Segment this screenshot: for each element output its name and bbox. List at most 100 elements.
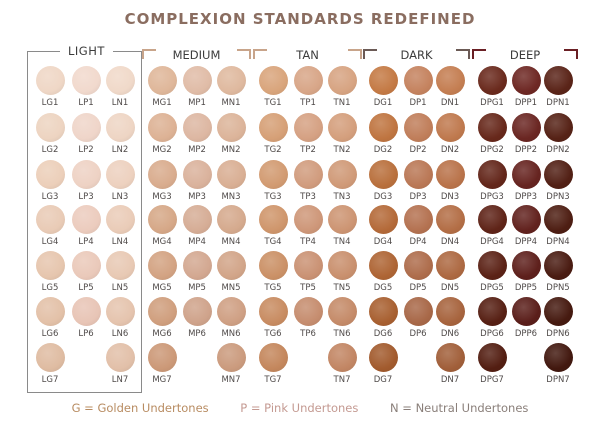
- swatch-mp2: [182, 112, 212, 142]
- swatch-tg4: [258, 204, 288, 234]
- swatch-dpg5: [477, 250, 507, 280]
- swatch-code-lp1: LP1: [78, 97, 94, 108]
- swatch-code-ln2: LN2: [111, 144, 129, 155]
- swatch-mp6: [182, 296, 212, 326]
- swatch-lg1: [35, 65, 65, 95]
- swatch-dpg4: [477, 204, 507, 234]
- swatch-code-tp1: TP1: [300, 97, 316, 108]
- swatch-code-dpg1: DPG1: [480, 97, 504, 108]
- family-label-dark: DARK: [396, 48, 437, 62]
- swatch-lg2: [35, 112, 65, 142]
- family-header-tan: TAN: [253, 44, 362, 64]
- swatch-mp3: [182, 159, 212, 189]
- swatch-dn5: [435, 250, 465, 280]
- swatch-code-mg5: MG5: [152, 282, 172, 293]
- swatch-dpg7: [477, 342, 507, 372]
- swatch-lp3: [71, 159, 101, 189]
- swatch-dpn2: [543, 112, 573, 142]
- swatch-tg6: [258, 296, 288, 326]
- swatch-code-lg2: LG2: [41, 144, 59, 155]
- swatch-code-tg4: TG4: [264, 236, 282, 247]
- swatch-code-dpp3: DPP3: [514, 191, 538, 202]
- swatch-code-dpg6: DPG6: [480, 328, 504, 339]
- swatch-code-tn6: TN6: [333, 328, 351, 339]
- swatch-code-dp6: DP6: [409, 328, 427, 339]
- swatch-code-dpn2: DPN2: [546, 144, 570, 155]
- swatch-dp6: [403, 296, 433, 326]
- swatch-ln6: [105, 296, 135, 326]
- swatch-lg7: [35, 342, 65, 372]
- swatch-code-mg4: MG4: [152, 236, 172, 247]
- swatch-mn3: [216, 159, 246, 189]
- swatch-code-tg1: TG1: [264, 97, 282, 108]
- swatch-lp6: [71, 296, 101, 326]
- swatch-code-dpp1: DPP1: [514, 97, 538, 108]
- swatch-tp2: [293, 112, 323, 142]
- swatch-dpp2: [511, 112, 541, 142]
- swatch-code-dpg7: DPG7: [480, 374, 504, 385]
- swatch-code-ln5: LN5: [111, 282, 129, 293]
- swatch-code-lp6: LP6: [78, 328, 94, 339]
- swatch-dpp6: [511, 296, 541, 326]
- swatch-code-mn6: MN6: [221, 328, 241, 339]
- swatch-code-dp3: DP3: [409, 191, 427, 202]
- swatch-code-dn7: DN7: [440, 374, 460, 385]
- bracket-left: [363, 49, 377, 59]
- swatch-code-dpp6: DPP6: [514, 328, 538, 339]
- swatch-code-lg7: LG7: [41, 374, 59, 385]
- bracket-right: [564, 49, 578, 59]
- swatch-code-dpn6: DPN6: [546, 328, 570, 339]
- swatch-dpp5: [511, 250, 541, 280]
- swatch-ln5: [105, 250, 135, 280]
- swatch-lp1: [71, 65, 101, 95]
- swatch-lg5: [35, 250, 65, 280]
- swatch-code-dg5: DG5: [373, 282, 393, 293]
- swatch-dpg6: [477, 296, 507, 326]
- swatch-mn7: [216, 342, 246, 372]
- swatch-code-dn6: DN6: [440, 328, 460, 339]
- swatch-code-tn3: TN3: [333, 191, 351, 202]
- family-header-dark: DARK: [363, 44, 470, 64]
- swatch-tn1: [327, 65, 357, 95]
- swatch-code-tg5: TG5: [264, 282, 282, 293]
- swatch-tg3: [258, 159, 288, 189]
- swatch-tn3: [327, 159, 357, 189]
- swatch-dn3: [435, 159, 465, 189]
- swatch-dg4: [368, 204, 398, 234]
- swatch-code-tp4: TP4: [300, 236, 316, 247]
- swatch-code-dn5: DN5: [440, 282, 460, 293]
- swatch-code-dpn4: DPN4: [546, 236, 570, 247]
- undertone-legend: G = Golden Undertones P = Pink Undertone…: [0, 401, 600, 415]
- swatch-code-dg1: DG1: [373, 97, 393, 108]
- swatch-code-mn2: MN2: [221, 144, 241, 155]
- swatch-mp1: [182, 65, 212, 95]
- swatch-code-mp2: MP2: [188, 144, 206, 155]
- swatch-code-dpp2: DPP2: [514, 144, 538, 155]
- swatch-code-ln1: LN1: [111, 97, 129, 108]
- swatch-code-mg2: MG2: [152, 144, 172, 155]
- swatch-code-dg3: DG3: [373, 191, 393, 202]
- swatch-code-mg3: MG3: [152, 191, 172, 202]
- swatch-code-dn1: DN1: [440, 97, 460, 108]
- swatch-dp4: [403, 204, 433, 234]
- swatch-code-tp5: TP5: [300, 282, 316, 293]
- swatch-code-tn1: TN1: [333, 97, 351, 108]
- bracket-left: [253, 49, 267, 59]
- swatch-code-mg7: MG7: [152, 374, 172, 385]
- swatch-code-dpg5: DPG5: [480, 282, 504, 293]
- swatch-code-mp6: MP6: [188, 328, 206, 339]
- swatch-code-mg1: MG1: [152, 97, 172, 108]
- bracket-left: [472, 49, 486, 59]
- swatch-code-mp1: MP1: [188, 97, 206, 108]
- bracket-right: [348, 49, 362, 59]
- swatch-tn4: [327, 204, 357, 234]
- swatch-code-dpp5: DPP5: [514, 282, 538, 293]
- swatch-dp3: [403, 159, 433, 189]
- swatch-code-lg3: LG3: [41, 191, 59, 202]
- swatch-mg7: [147, 342, 177, 372]
- swatch-tg2: [258, 112, 288, 142]
- swatch-code-lp5: LP5: [78, 282, 94, 293]
- swatch-code-dp5: DP5: [409, 282, 427, 293]
- swatch-code-tp6: TP6: [300, 328, 316, 339]
